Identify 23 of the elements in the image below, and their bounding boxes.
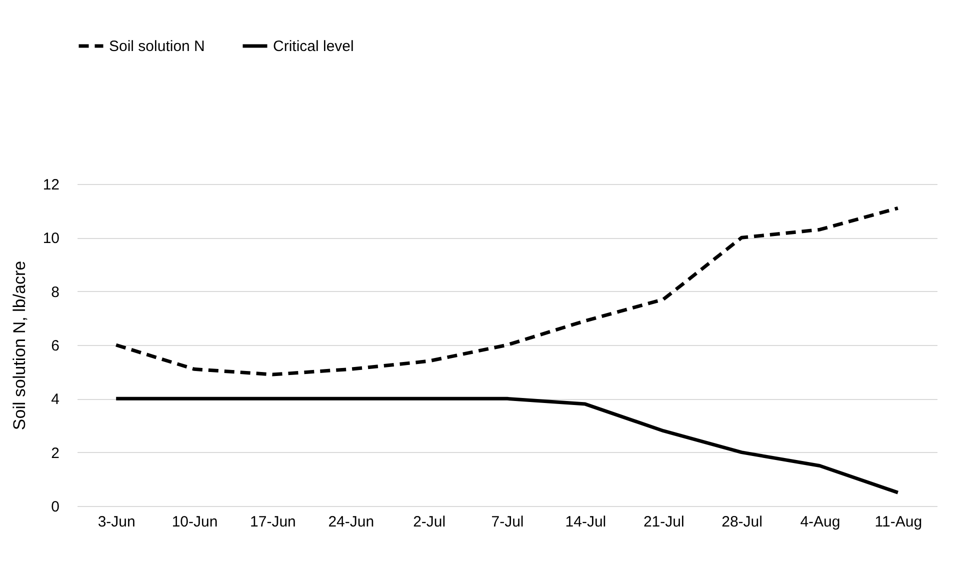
x-tick-label: 14-Jul [565, 514, 606, 530]
x-tick-label: 11-Aug [874, 514, 922, 530]
x-tick-label: 4-Aug [800, 514, 840, 530]
line-series [114, 206, 900, 376]
x-tick-label: 21-Jul [643, 514, 684, 530]
x-tick-label: 7-Jul [491, 514, 524, 530]
x-tick-label: 24-Jun [328, 514, 374, 530]
x-tick-label: 28-Jul [722, 514, 762, 530]
x-tick-label: 10-Jun [172, 514, 218, 530]
y-tick-label: 6 [51, 338, 60, 354]
x-tick-label: 2-Jul [413, 514, 446, 530]
x-tick-label: 17-Jun [250, 514, 296, 530]
legend-label: Critical level [273, 38, 354, 55]
y-tick-label: 0 [51, 498, 60, 516]
legend-label: Soil solution N [109, 38, 205, 55]
y-tick-label: 2 [51, 444, 60, 462]
y-axis-title: Soil solution N, lb/acre [10, 260, 29, 430]
y-tick-label: 10 [42, 230, 60, 248]
x-tick-label: 3-Jun [98, 514, 136, 530]
line-series [114, 396, 900, 494]
y-tick-label: 8 [51, 284, 60, 301]
y-tick-label: 12 [42, 176, 60, 194]
y-tick-label: 4 [51, 391, 60, 408]
